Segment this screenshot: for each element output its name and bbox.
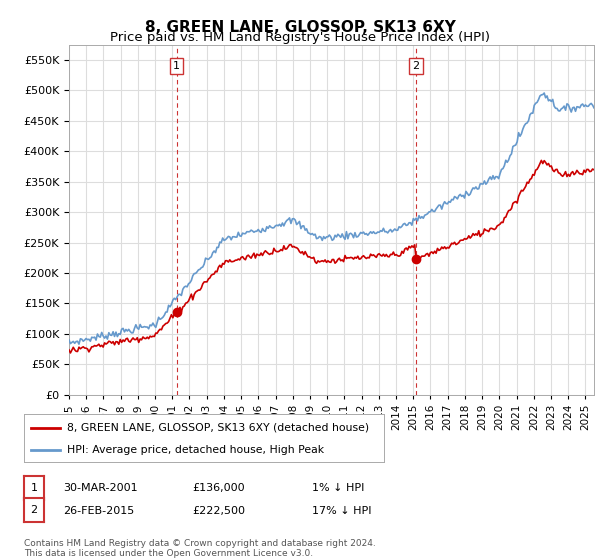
- Text: 1: 1: [31, 483, 37, 493]
- Text: Contains HM Land Registry data © Crown copyright and database right 2024.
This d: Contains HM Land Registry data © Crown c…: [24, 539, 376, 558]
- Text: 30-MAR-2001: 30-MAR-2001: [63, 483, 137, 493]
- Text: 1% ↓ HPI: 1% ↓ HPI: [312, 483, 364, 493]
- Text: £222,500: £222,500: [192, 506, 245, 516]
- Text: 26-FEB-2015: 26-FEB-2015: [63, 506, 134, 516]
- Text: 8, GREEN LANE, GLOSSOP, SK13 6XY: 8, GREEN LANE, GLOSSOP, SK13 6XY: [145, 20, 455, 35]
- Text: 2: 2: [31, 505, 37, 515]
- Text: 1: 1: [173, 61, 180, 71]
- Text: £136,000: £136,000: [192, 483, 245, 493]
- Text: 17% ↓ HPI: 17% ↓ HPI: [312, 506, 371, 516]
- Text: 8, GREEN LANE, GLOSSOP, SK13 6XY (detached house): 8, GREEN LANE, GLOSSOP, SK13 6XY (detach…: [67, 423, 370, 433]
- Text: 2: 2: [412, 61, 419, 71]
- Text: HPI: Average price, detached house, High Peak: HPI: Average price, detached house, High…: [67, 445, 325, 455]
- Text: Price paid vs. HM Land Registry's House Price Index (HPI): Price paid vs. HM Land Registry's House …: [110, 31, 490, 44]
